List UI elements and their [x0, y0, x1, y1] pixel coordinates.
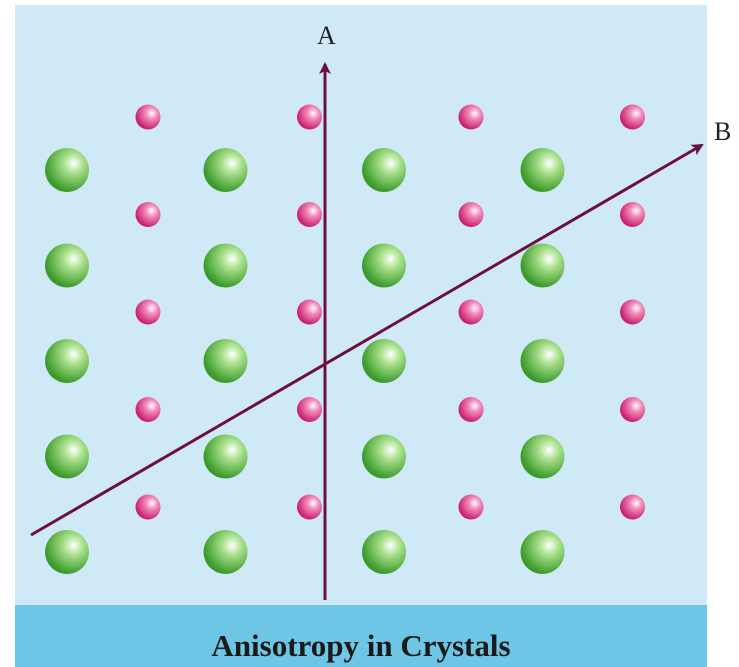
- large-atom: [203, 434, 248, 479]
- figure-caption: Anisotropy in Crystals: [211, 628, 511, 663]
- small-atom: [620, 397, 645, 422]
- large-atom: [362, 530, 406, 574]
- large-atom: [45, 339, 89, 383]
- small-atom: [620, 202, 645, 227]
- small-atom: [620, 299, 645, 325]
- large-atom: [520, 339, 565, 383]
- large-atom: [362, 434, 406, 479]
- small-atom: [297, 494, 322, 520]
- small-atom: [458, 202, 484, 227]
- large-atom: [45, 434, 89, 479]
- caption-bar: [15, 605, 707, 667]
- large-atom: [45, 530, 89, 574]
- large-atom: [520, 243, 565, 288]
- small-atom: [135, 104, 161, 130]
- large-atom: [362, 243, 406, 288]
- large-atom: [520, 148, 565, 192]
- small-atom: [620, 104, 645, 130]
- large-atom: [203, 148, 248, 192]
- small-atom: [135, 202, 161, 227]
- large-atom: [45, 148, 89, 192]
- small-atom: [297, 104, 322, 130]
- large-atom: [362, 339, 406, 383]
- axis-b-label: B: [714, 117, 731, 146]
- large-atom: [520, 434, 565, 479]
- large-atoms-group: [45, 148, 565, 574]
- small-atom: [458, 104, 484, 130]
- direction-b-arrow: [30, 143, 704, 537]
- axis-a-label: A: [317, 21, 336, 50]
- large-atom: [520, 530, 565, 574]
- large-atom: [45, 243, 89, 288]
- small-atoms-group: [135, 104, 645, 520]
- small-atom: [297, 397, 322, 422]
- small-atom: [135, 494, 161, 520]
- small-atom: [135, 397, 161, 422]
- small-atom: [620, 494, 645, 520]
- diagram-panel: [15, 5, 707, 605]
- large-atom: [362, 148, 406, 192]
- small-atom: [458, 397, 484, 422]
- small-atom: [297, 202, 322, 227]
- large-atom: [203, 530, 248, 574]
- large-atom: [203, 339, 248, 383]
- small-atom: [297, 299, 322, 325]
- small-atom: [458, 299, 484, 325]
- small-atom: [135, 299, 161, 325]
- small-atom: [458, 494, 484, 520]
- large-atom: [203, 243, 248, 288]
